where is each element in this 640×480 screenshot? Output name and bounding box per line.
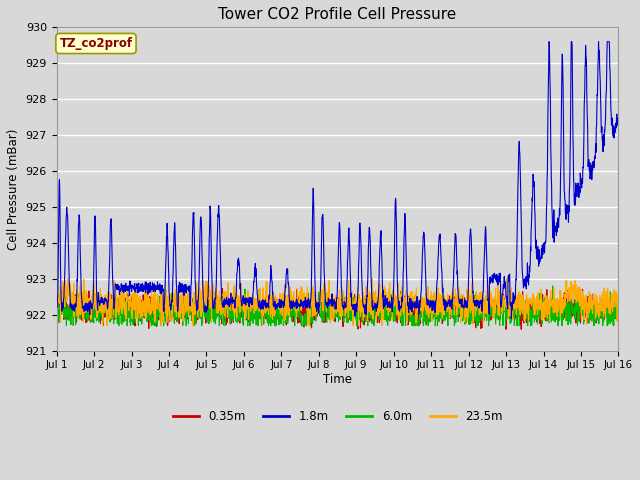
Title: Tower CO2 Profile Cell Pressure: Tower CO2 Profile Cell Pressure [218,7,457,22]
X-axis label: Time: Time [323,372,352,385]
Text: TZ_co2prof: TZ_co2prof [60,37,132,50]
Y-axis label: Cell Pressure (mBar): Cell Pressure (mBar) [7,128,20,250]
Legend: 0.35m, 1.8m, 6.0m, 23.5m: 0.35m, 1.8m, 6.0m, 23.5m [168,405,508,428]
